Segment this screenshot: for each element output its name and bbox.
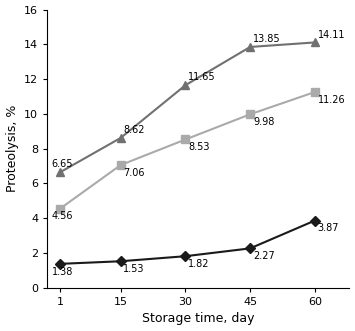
Text: 7.06: 7.06 (124, 168, 145, 178)
High SCC (313, 40, 317, 44)
Text: 3.87: 3.87 (318, 223, 339, 233)
Text: 1.53: 1.53 (124, 264, 145, 274)
Text: 13.85: 13.85 (253, 34, 280, 44)
Line: High SCC: High SCC (56, 38, 319, 176)
Low SCC (183, 254, 187, 258)
Medium SCC (58, 207, 62, 211)
Medium SCC (248, 112, 252, 116)
Medium SCC (119, 163, 123, 167)
Text: 4.56: 4.56 (52, 211, 73, 221)
Text: 1.38: 1.38 (52, 267, 73, 277)
Text: 8.53: 8.53 (188, 142, 210, 152)
Low SCC (119, 259, 123, 263)
Line: Low SCC: Low SCC (57, 217, 318, 267)
Text: 2.27: 2.27 (253, 251, 275, 261)
High SCC (248, 45, 252, 49)
Text: 14.11: 14.11 (318, 30, 345, 40)
X-axis label: Storage time, day: Storage time, day (142, 312, 255, 325)
Low SCC (313, 218, 317, 222)
Low SCC (248, 246, 252, 250)
Low SCC (58, 262, 62, 266)
High SCC (119, 136, 123, 140)
Text: 1.82: 1.82 (188, 259, 210, 269)
High SCC (58, 170, 62, 174)
Text: 8.62: 8.62 (124, 125, 145, 135)
High SCC (183, 83, 187, 87)
Medium SCC (313, 90, 317, 94)
Text: 6.65: 6.65 (51, 160, 73, 169)
Text: 11.65: 11.65 (188, 72, 216, 82)
Medium SCC (183, 137, 187, 141)
Line: Medium SCC: Medium SCC (56, 88, 319, 213)
Text: 11.26: 11.26 (318, 95, 345, 105)
Y-axis label: Proteolysis, %: Proteolysis, % (6, 105, 18, 192)
Text: 9.98: 9.98 (253, 117, 274, 127)
